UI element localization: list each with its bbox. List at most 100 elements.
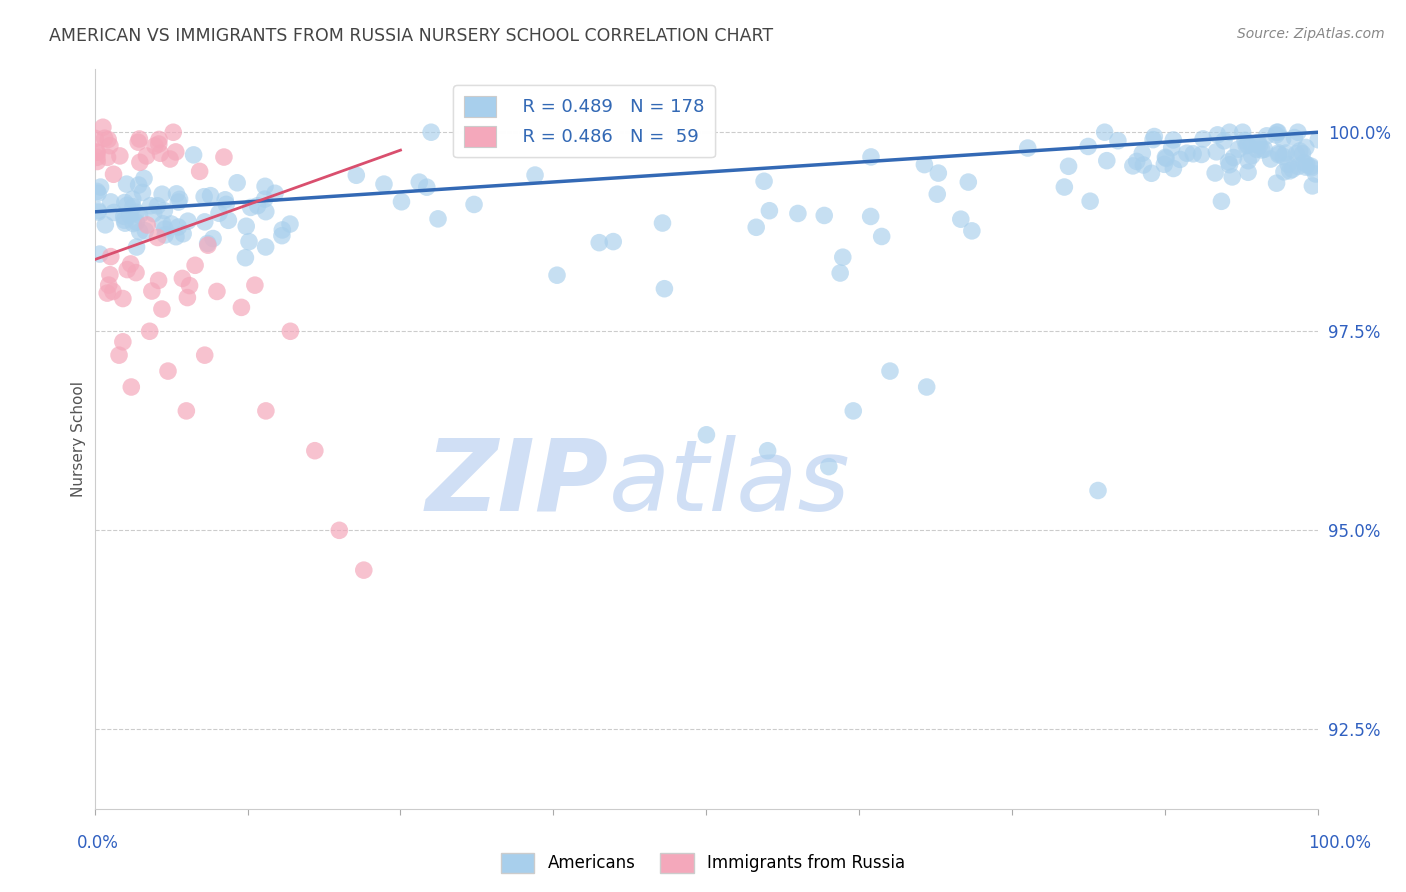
- Point: [1234, 138, 1257, 153]
- Point: [1220, 169, 1243, 184]
- Point: [859, 150, 882, 164]
- Point: [94, 218, 117, 232]
- Point: [1219, 125, 1241, 139]
- Point: [1284, 130, 1306, 145]
- Point: [1095, 153, 1118, 168]
- Point: [546, 268, 568, 283]
- Point: [879, 364, 901, 378]
- Point: [745, 220, 768, 235]
- Point: [1213, 134, 1236, 148]
- Point: [148, 136, 170, 151]
- Point: [859, 210, 882, 224]
- Point: [122, 217, 145, 231]
- Point: [112, 213, 135, 227]
- Point: [1077, 139, 1099, 153]
- Point: [271, 223, 294, 237]
- Point: [177, 214, 200, 228]
- Point: [1281, 162, 1303, 177]
- Point: [1295, 140, 1317, 154]
- Point: [91, 120, 114, 135]
- Point: [1017, 141, 1039, 155]
- Point: [169, 192, 191, 206]
- Point: [1087, 483, 1109, 498]
- Point: [830, 266, 852, 280]
- Point: [135, 149, 157, 163]
- Point: [1218, 154, 1240, 169]
- Point: [1247, 136, 1270, 150]
- Point: [159, 152, 181, 166]
- Point: [1191, 147, 1213, 161]
- Point: [787, 206, 810, 220]
- Point: [101, 285, 124, 299]
- Text: 100.0%: 100.0%: [1308, 834, 1371, 852]
- Point: [176, 404, 198, 418]
- Point: [160, 217, 183, 231]
- Point: [153, 203, 176, 218]
- Point: [149, 146, 172, 161]
- Point: [141, 284, 163, 298]
- Point: [120, 257, 142, 271]
- Point: [125, 205, 148, 219]
- Point: [1053, 180, 1076, 194]
- Point: [1163, 161, 1185, 176]
- Point: [912, 158, 935, 172]
- Point: [134, 224, 156, 238]
- Point: [344, 168, 367, 182]
- Point: [96, 286, 118, 301]
- Point: [127, 135, 149, 149]
- Point: [194, 348, 217, 362]
- Point: [752, 174, 775, 188]
- Point: [1078, 194, 1101, 209]
- Point: [87, 205, 110, 219]
- Point: [122, 200, 145, 214]
- Point: [243, 278, 266, 293]
- Text: 0.0%: 0.0%: [77, 834, 120, 852]
- Point: [1204, 166, 1226, 180]
- Point: [1278, 164, 1301, 178]
- Point: [1240, 137, 1263, 152]
- Point: [235, 251, 257, 265]
- Point: [1237, 165, 1260, 179]
- Point: [831, 250, 853, 264]
- Point: [97, 278, 120, 293]
- Point: [1277, 157, 1299, 171]
- Point: [416, 180, 439, 194]
- Point: [97, 132, 120, 146]
- Point: [172, 227, 194, 241]
- Point: [100, 250, 122, 264]
- Point: [1192, 132, 1215, 146]
- Point: [1107, 134, 1129, 148]
- Point: [132, 171, 155, 186]
- Point: [98, 268, 121, 282]
- Point: [373, 177, 395, 191]
- Point: [1265, 128, 1288, 142]
- Point: [108, 348, 131, 362]
- Point: [90, 180, 112, 194]
- Point: [115, 177, 138, 191]
- Point: [146, 230, 169, 244]
- Point: [254, 179, 277, 194]
- Point: [463, 197, 485, 211]
- Point: [602, 235, 624, 249]
- Point: [128, 178, 150, 192]
- Point: [1205, 145, 1227, 159]
- Point: [153, 227, 176, 242]
- Point: [1227, 142, 1250, 156]
- Point: [128, 155, 150, 169]
- Point: [1286, 125, 1309, 139]
- Point: [1253, 142, 1275, 156]
- Point: [93, 131, 115, 145]
- Point: [1175, 146, 1198, 161]
- Point: [150, 187, 173, 202]
- Point: [193, 190, 215, 204]
- Point: [949, 212, 972, 227]
- Point: [1301, 161, 1323, 175]
- Point: [253, 192, 276, 206]
- Y-axis label: Nursery School: Nursery School: [72, 381, 86, 497]
- Point: [194, 215, 217, 229]
- Point: [588, 235, 610, 250]
- Point: [167, 195, 190, 210]
- Text: Source: ZipAtlas.com: Source: ZipAtlas.com: [1237, 27, 1385, 41]
- Point: [165, 145, 187, 159]
- Point: [1057, 159, 1080, 173]
